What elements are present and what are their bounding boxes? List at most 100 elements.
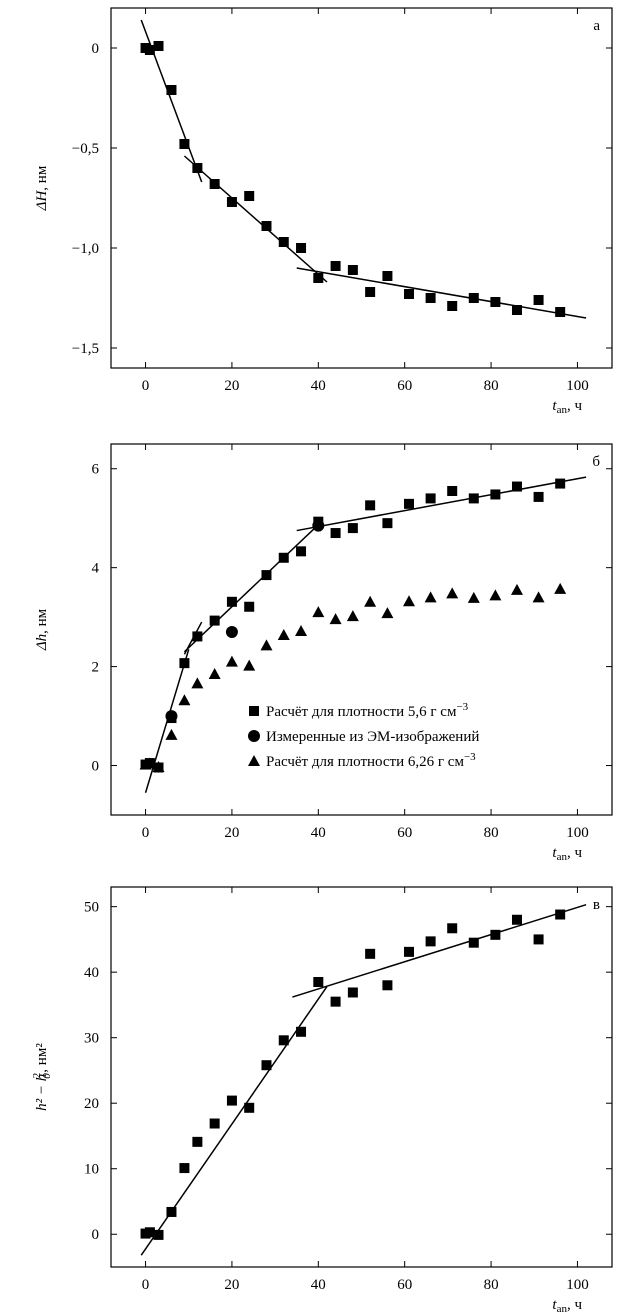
triangle-marker	[329, 613, 342, 625]
x-axis-symbol: t	[552, 1297, 557, 1313]
x-axis-symbol: t	[552, 398, 557, 414]
triangle-marker	[467, 591, 480, 603]
y-tick-label: 6	[92, 462, 100, 478]
square-marker	[468, 493, 479, 504]
x-tick-label: 40	[311, 378, 326, 394]
square-marker	[382, 980, 393, 991]
x-tick-label: 100	[566, 825, 589, 841]
y-tick-label: 50	[84, 900, 99, 916]
x-axis-symbol: t	[552, 845, 557, 861]
square-marker	[447, 923, 458, 934]
x-tick-label: 60	[397, 1277, 412, 1293]
y-tick-label: 0	[92, 41, 100, 57]
square-marker	[365, 287, 376, 297]
x-tick-label: 40	[311, 1277, 326, 1293]
square-marker	[365, 948, 376, 959]
legend-entry: Измеренные из ЭМ-изображений	[266, 729, 479, 745]
y-tick-label: 30	[84, 1031, 99, 1047]
legend-label: Расчёт для плотности 5,6 г см	[266, 704, 457, 720]
x-axis-unit: , ч	[567, 1297, 583, 1313]
legend-marker	[249, 706, 259, 716]
square-marker	[447, 485, 458, 496]
panel-letter: в	[593, 897, 600, 913]
square-marker	[278, 237, 289, 247]
x-axis-label: tan, ч	[552, 845, 582, 863]
square-marker	[209, 179, 220, 189]
legend: Расчёт для плотности 5,6 г см−3 Измеренны…	[248, 701, 479, 770]
square-marker	[192, 1136, 203, 1147]
x-tick-label: 20	[224, 825, 239, 841]
square-marker	[490, 929, 501, 940]
x-axis-unit: , ч	[567, 845, 583, 861]
legend-entry: Расчёт для плотности 5,6 г см−3	[266, 701, 469, 720]
triangle-marker	[554, 582, 567, 594]
square-marker	[533, 491, 544, 502]
square-marker	[144, 1227, 155, 1238]
square-marker	[511, 481, 522, 492]
plot-frame	[110, 7, 613, 369]
x-tick-label: 100	[566, 1277, 589, 1293]
square-marker	[347, 523, 358, 534]
legend-entry: Расчёт для плотности 6,26 г см−3	[266, 751, 476, 770]
y-axis-subscript: 0	[41, 1073, 53, 1079]
square-marker	[330, 996, 341, 1007]
y-tick-label: −0,5	[72, 141, 99, 157]
triangle-marker	[260, 639, 273, 651]
triangle-marker	[446, 587, 459, 599]
triangle-marker	[346, 610, 359, 622]
triangle-marker	[165, 728, 178, 740]
square-marker	[226, 596, 237, 607]
legend-label: Расчёт для плотности 6,26 г см	[266, 754, 464, 770]
square-marker	[244, 1102, 255, 1113]
x-tick-label: 20	[224, 1277, 239, 1293]
square-marker	[404, 289, 415, 299]
triangle-marker	[143, 757, 156, 769]
y-axis-symbol: ΔH	[34, 190, 50, 212]
triangle-marker	[510, 583, 523, 595]
square-marker	[533, 934, 544, 945]
square-marker	[330, 528, 341, 539]
triangle-marker	[277, 628, 290, 640]
y-tick-label: 40	[84, 965, 99, 981]
x-axis-label: tan, ч	[552, 398, 582, 416]
y-axis-label: ΔH, нм	[34, 165, 50, 211]
square-marker	[261, 1060, 272, 1071]
square-marker	[511, 914, 522, 925]
x-tick-label: 20	[224, 378, 239, 394]
x-tick-label: 0	[142, 825, 150, 841]
x-axis-label: tan, ч	[552, 1297, 582, 1313]
square-marker	[244, 191, 255, 201]
square-marker	[511, 305, 522, 315]
y-tick-label: 20	[84, 1096, 99, 1112]
y-axis-symbol: h² − h	[34, 1074, 50, 1111]
square-marker	[192, 631, 203, 642]
square-marker	[192, 163, 203, 173]
square-marker	[179, 1163, 190, 1174]
fit-line	[183, 520, 324, 653]
square-marker	[347, 265, 358, 275]
square-marker	[490, 489, 501, 500]
x-tick-label: 60	[397, 825, 412, 841]
panel-letter: б	[592, 454, 600, 470]
triangle-marker	[225, 655, 238, 667]
fit-line	[292, 903, 587, 998]
fit-line	[183, 155, 328, 283]
y-tick-label: −1,5	[72, 341, 99, 357]
square-marker	[404, 498, 415, 509]
x-tick-label: 80	[484, 825, 499, 841]
square-marker	[347, 987, 358, 998]
square-marker	[166, 1206, 177, 1217]
square-marker	[153, 41, 164, 51]
y-tick-label: 10	[84, 1162, 99, 1178]
triangle-marker	[489, 589, 502, 601]
square-marker	[468, 293, 479, 303]
triangle-marker	[243, 659, 256, 671]
triangle-marker	[208, 668, 221, 680]
square-marker	[447, 301, 458, 311]
square-marker	[313, 273, 324, 283]
circle-marker	[312, 519, 325, 532]
square-marker	[382, 271, 393, 281]
fit-line	[296, 267, 587, 319]
square-marker	[313, 977, 324, 987]
